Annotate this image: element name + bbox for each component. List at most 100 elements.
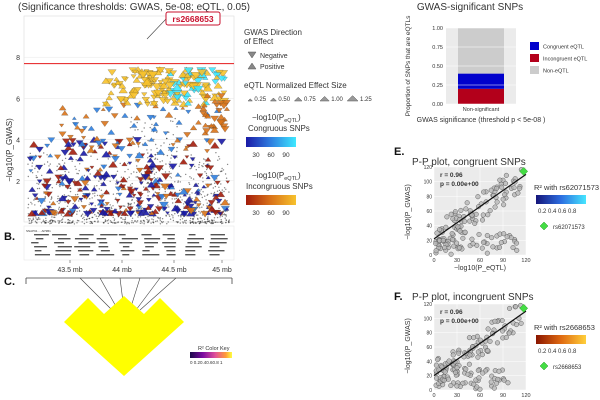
gwas-point-congruous — [35, 146, 44, 153]
gwas-point-non-eqtl — [189, 176, 191, 178]
gwas-point-incongruous — [131, 69, 138, 75]
gene-model — [77, 250, 94, 252]
gwas-point-non-eqtl — [116, 193, 118, 195]
gwas-point-non-eqtl — [180, 216, 182, 218]
gwas-point-congruous — [192, 201, 198, 205]
gwas-point-incongruous — [220, 198, 230, 206]
gwas-point-non-eqtl — [50, 206, 52, 209]
gwas-point-congruous — [78, 175, 87, 181]
gwas-point-incongruous — [154, 165, 164, 172]
pp-y-tick: 60 — [426, 345, 432, 351]
gwas-point-incongruous — [179, 158, 188, 165]
gwas-point-non-eqtl — [202, 181, 204, 183]
gwas-point-congruous — [31, 193, 39, 198]
gwas-point-non-eqtl — [103, 221, 105, 224]
pp-point — [454, 383, 460, 389]
gwas-point-non-eqtl — [27, 203, 30, 206]
gwas-point-congruous — [115, 181, 120, 185]
size-legend-label: 0.25 — [254, 97, 266, 103]
pp-point — [462, 229, 468, 235]
panel-f-scatter: 0 30 60 90 120 0 20 40 60 80 100 120 — [424, 302, 531, 399]
pp-point — [446, 358, 452, 364]
gwas-point-congruous — [67, 155, 74, 160]
gwas-point-congruous — [167, 147, 176, 153]
gene-model — [54, 242, 65, 244]
gwas-point-incongruous — [137, 193, 144, 198]
gwas-point-non-eqtl — [30, 222, 32, 224]
gene-model — [167, 238, 175, 240]
gwas-point-non-eqtl — [56, 169, 58, 172]
gwas-point-non-eqtl — [44, 200, 46, 202]
gwas-point-congruous — [179, 187, 189, 195]
gwas-point-non-eqtl — [170, 172, 172, 175]
pp-point — [467, 352, 473, 358]
gwas-point-incongruous — [74, 125, 81, 130]
gwas-point-non-eqtl — [153, 168, 155, 170]
gwas-point-congruous — [142, 141, 149, 146]
gwas-point-non-eqtl — [34, 220, 37, 222]
pp-point — [437, 227, 443, 233]
gwas-point-incongruous — [136, 200, 144, 206]
panel-e-x-label: −log10(P_eQTL) — [454, 265, 506, 272]
gwas-point-non-eqtl — [165, 137, 168, 140]
gwas-point-non-eqtl — [199, 207, 201, 209]
gwas-point-non-eqtl — [45, 219, 47, 222]
pp-point — [454, 365, 460, 371]
pp-point — [494, 185, 500, 191]
legend-positive-label: Positive — [260, 64, 285, 71]
gwas-point-non-eqtl — [104, 220, 106, 223]
gwas-point-congruous — [89, 202, 94, 206]
gwas-point-non-eqtl — [153, 173, 156, 175]
gwas-point-non-eqtl — [57, 220, 59, 222]
gwas-point-non-eqtl — [143, 221, 145, 223]
gwas-point-non-eqtl — [162, 221, 164, 223]
pp-point — [491, 385, 497, 391]
pp-point — [452, 209, 458, 215]
gwas-point-non-eqtl — [96, 194, 99, 197]
gwas-point-non-eqtl — [136, 165, 138, 167]
pp-point — [455, 224, 461, 230]
gwas-point-non-eqtl — [53, 220, 55, 222]
gwas-point-non-eqtl — [115, 183, 117, 185]
gwas-point-congruous — [170, 204, 181, 212]
gwas-point-incongruous — [103, 189, 110, 195]
gwas-point-non-eqtl — [51, 216, 53, 218]
gwas-point-congruous — [44, 143, 51, 148]
gwas-point-congruous — [47, 137, 56, 143]
legend-congruous-colorbar — [246, 137, 296, 147]
gwas-point-non-eqtl — [161, 218, 164, 220]
gwas-point-congruous — [148, 153, 154, 158]
gwas-point-incongruous — [216, 119, 225, 126]
gwas-point-non-eqtl — [147, 191, 149, 193]
gwas-point-congruous — [138, 181, 144, 185]
gwas-point-non-eqtl — [159, 223, 162, 225]
gwas-point-non-eqtl — [191, 192, 193, 194]
gwas-point-incongruous — [121, 184, 126, 188]
gwas-point-non-eqtl — [221, 215, 223, 217]
panel-f-stat-p: p = 0.00e+00 — [440, 318, 479, 325]
gwas-point-congruous — [150, 126, 158, 132]
size-legend-triangle-icon — [346, 95, 359, 102]
gwas-point-non-eqtl — [48, 188, 50, 190]
gwas-point-non-eqtl — [69, 187, 72, 190]
gwas-point-non-eqtl — [154, 157, 157, 159]
gwas-point-non-eqtl — [163, 142, 165, 144]
gwas-point-congruous — [172, 155, 178, 160]
gwas-point-non-eqtl — [51, 221, 54, 223]
gene-model — [34, 234, 49, 236]
gwas-point-incongruous — [78, 128, 86, 134]
gwas-point-non-eqtl — [212, 222, 214, 224]
gwas-point-congruous — [193, 85, 204, 93]
pp-point — [448, 383, 454, 389]
gwas-point-incongruous — [201, 82, 210, 89]
size-legend-triangle-icon — [269, 97, 278, 102]
gwas-point-incongruous — [121, 76, 128, 81]
gene-model — [166, 250, 176, 252]
gwas-point-congruous — [37, 198, 47, 205]
gwas-point-incongruous — [210, 115, 219, 122]
gwas-point-non-eqtl — [113, 222, 116, 224]
gwas-point-non-eqtl — [54, 221, 57, 223]
gwas-point-non-eqtl — [126, 178, 129, 180]
gwas-point-non-eqtl — [131, 182, 133, 185]
gwas-point-non-eqtl — [170, 120, 172, 122]
